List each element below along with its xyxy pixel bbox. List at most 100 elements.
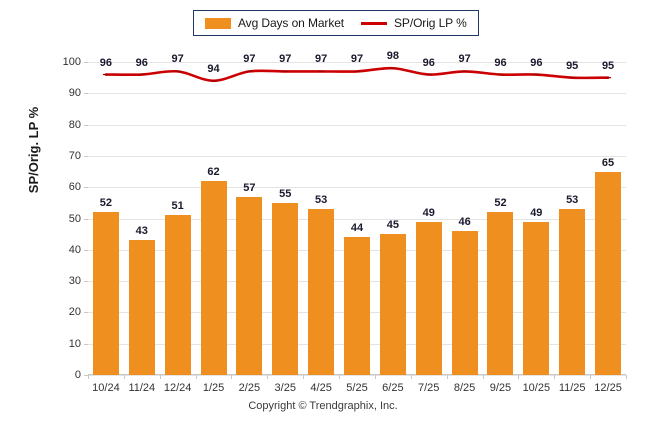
bar[interactable] xyxy=(236,196,263,375)
bar[interactable] xyxy=(308,209,335,375)
y-axis-title: SP/Orig. LP % xyxy=(26,106,41,194)
legend-item-avg-days-on-market: Avg Days on Market xyxy=(205,16,344,30)
bar-value-label: 53 xyxy=(314,194,328,207)
y-tick-mark xyxy=(84,155,88,157)
x-axis-tick-label: 5/25 xyxy=(346,382,368,394)
bar[interactable] xyxy=(200,180,227,375)
bar-value-label: 53 xyxy=(566,194,579,207)
bar[interactable] xyxy=(487,212,514,375)
x-axis-tick-label: 7/25 xyxy=(418,382,440,394)
bar-value-label: 62 xyxy=(207,165,220,178)
plot-area: 0 10 20 30 40 50 60 70 80 90 100 52 10/24 43 11/24 51 12… xyxy=(63,50,627,394)
y-axis-tick-label: 60 xyxy=(68,181,81,194)
bar[interactable] xyxy=(128,240,155,375)
bar-group[interactable]: 44 xyxy=(339,62,375,375)
line-value-label: 96 xyxy=(135,56,148,69)
bar-value-label: 44 xyxy=(350,222,364,235)
chart-legend: Avg Days on Market SP/Orig LP % xyxy=(193,10,479,36)
bar[interactable] xyxy=(595,171,622,375)
legend-item-sp-orig-lp: SP/Orig LP % xyxy=(361,16,467,30)
bar-swatch-icon xyxy=(205,17,231,29)
y-axis-tick-label: 0 xyxy=(74,369,81,381)
bar-group[interactable]: 53 xyxy=(554,62,590,375)
line-value-label: 97 xyxy=(279,53,292,66)
bar-value-label: 65 xyxy=(601,156,615,169)
line-value-label: 95 xyxy=(601,59,615,72)
bar-group[interactable]: 57 xyxy=(231,62,267,375)
y-axis-tick-label: 100 xyxy=(62,56,81,68)
x-axis-tick-label: 12/25 xyxy=(594,382,622,394)
line-value-label: 96 xyxy=(422,56,435,69)
x-tick-mark xyxy=(554,375,556,379)
x-axis-tick-label: 12/24 xyxy=(163,382,192,394)
y-axis-tick-label: 20 xyxy=(68,306,81,319)
line-value-label: 97 xyxy=(315,53,328,66)
x-axis-tick-label: 1/25 xyxy=(202,382,225,394)
x-tick-mark xyxy=(195,375,197,379)
bar-group[interactable]: 45 xyxy=(375,62,411,375)
legend-label-avg-days-on-market: Avg Days on Market xyxy=(238,16,345,30)
bar[interactable] xyxy=(451,231,478,375)
bar-group[interactable]: 46 xyxy=(447,62,483,375)
x-axis-tick-label: 9/25 xyxy=(489,382,512,394)
line-value-label: 97 xyxy=(171,53,184,66)
bar[interactable] xyxy=(415,221,442,375)
bar[interactable] xyxy=(523,221,550,375)
bar-group[interactable]: 52 xyxy=(88,62,124,375)
x-axis-tick-label: 3/25 xyxy=(274,382,296,394)
x-tick-mark xyxy=(159,375,161,379)
line-value-label: 97 xyxy=(243,53,256,66)
y-axis-tick-label: 50 xyxy=(68,212,81,225)
x-tick-mark xyxy=(123,375,125,379)
x-tick-mark xyxy=(482,375,484,379)
y-axis-tick-label: 70 xyxy=(68,149,81,162)
bar-value-label: 45 xyxy=(386,219,399,232)
bar-group[interactable]: 53 xyxy=(303,62,339,375)
line-value-label: 97 xyxy=(350,53,364,66)
x-tick-mark xyxy=(374,375,376,379)
x-axis-tick-label: 10/25 xyxy=(522,382,551,394)
bar-group[interactable]: 51 xyxy=(160,62,196,375)
y-gridline xyxy=(88,375,626,376)
line-value-label: 96 xyxy=(494,56,507,69)
line-value-label: 94 xyxy=(207,62,220,75)
y-tick-mark xyxy=(84,93,88,95)
bar[interactable] xyxy=(559,209,586,375)
x-tick-mark xyxy=(88,375,89,379)
copyright-notice: Copyright © Trendgraphix, Inc. xyxy=(248,400,398,412)
x-tick-mark xyxy=(626,375,627,379)
y-tick-mark xyxy=(84,218,88,220)
y-tick-mark xyxy=(84,343,88,345)
bar-group[interactable]: 55 xyxy=(267,62,303,375)
y-axis-tick-label: 40 xyxy=(68,243,81,256)
bar[interactable] xyxy=(379,234,406,375)
y-axis-tick-label: 80 xyxy=(68,118,81,131)
y-tick-mark xyxy=(84,124,88,126)
bar-value-label: 49 xyxy=(530,206,543,219)
y-axis-tick-label: 90 xyxy=(68,87,81,100)
line-value-label: 96 xyxy=(99,56,113,69)
bar-group[interactable]: 43 xyxy=(124,62,160,375)
bar-group[interactable]: 65 xyxy=(590,62,626,375)
bar[interactable] xyxy=(164,215,191,375)
y-gridline xyxy=(88,124,626,126)
x-tick-mark xyxy=(446,375,448,379)
x-tick-mark xyxy=(590,375,592,379)
bar-group[interactable]: 62 xyxy=(196,62,232,375)
x-axis-tick-label: 4/25 xyxy=(310,382,332,394)
y-tick-mark xyxy=(84,281,88,283)
bar-group[interactable]: 49 xyxy=(411,62,447,375)
y-tick-mark xyxy=(84,249,88,251)
bar-value-label: 49 xyxy=(422,206,435,219)
bar-group[interactable]: 52 xyxy=(483,62,519,375)
line-swatch-icon xyxy=(361,21,388,25)
bar-value-label: 51 xyxy=(171,200,184,213)
bar-group[interactable]: 49 xyxy=(518,62,554,375)
x-axis-tick-label: 11/25 xyxy=(558,382,586,394)
bar[interactable] xyxy=(343,237,370,375)
bar[interactable] xyxy=(92,212,119,375)
x-axis-tick-label: 8/25 xyxy=(453,382,476,394)
line-value-label: 98 xyxy=(386,50,399,63)
bar[interactable] xyxy=(272,202,299,375)
